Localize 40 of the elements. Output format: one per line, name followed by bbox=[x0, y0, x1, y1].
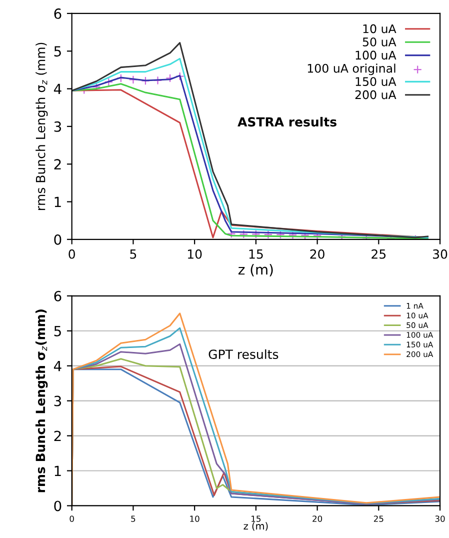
legend-label: 150 uA bbox=[356, 77, 396, 86]
y-tick-label: 1 bbox=[54, 466, 61, 476]
x-tick-label: 15 bbox=[249, 250, 263, 259]
legend-label: 50 uA bbox=[362, 37, 396, 46]
y-tick-label: 2 bbox=[54, 159, 61, 170]
x-tick-label: 30 bbox=[433, 249, 448, 259]
x-tick-label: 20 bbox=[312, 516, 322, 522]
x-tick-label: 0 bbox=[68, 249, 75, 259]
x-tick-label: 0 bbox=[70, 516, 74, 522]
x-tick-label: 15 bbox=[252, 516, 261, 522]
y-tick-label: 0 bbox=[54, 500, 62, 512]
y-tick-label: 6 bbox=[54, 290, 62, 302]
legend-label: 10 uA bbox=[363, 24, 396, 34]
y-tick-label: 3 bbox=[54, 121, 62, 132]
legend-label: 100 uA bbox=[356, 50, 396, 60]
y-tick-label: 6 bbox=[54, 8, 62, 19]
x-tick-label: 5 bbox=[130, 250, 136, 259]
y-tick-label: 2 bbox=[54, 430, 61, 442]
y-tick-label: 0 bbox=[54, 234, 62, 245]
x-tick-label: 25 bbox=[372, 249, 386, 259]
y-tick-label: 1 bbox=[54, 196, 61, 208]
legend-label: 100 uA original bbox=[308, 64, 396, 76]
x-axis-title: z (m) bbox=[244, 522, 268, 531]
x-tick-label: 5 bbox=[131, 516, 136, 522]
x-tick-label: 20 bbox=[310, 249, 324, 259]
x-tick-label: 30 bbox=[435, 516, 445, 522]
y-tick-label: 4 bbox=[54, 360, 62, 372]
y-tick-label: 5 bbox=[54, 326, 61, 336]
y-axis-title: rms Bunch Length σ$_{z}$(mm) bbox=[35, 310, 48, 492]
x-tick-label: 25 bbox=[374, 516, 384, 522]
legend-label: 200 uA bbox=[355, 90, 396, 100]
annotation: GPT results bbox=[208, 349, 278, 360]
y-tick-label: 5 bbox=[54, 46, 61, 57]
annotation: ASTRA results bbox=[238, 116, 336, 127]
x-tick-label: 10 bbox=[188, 249, 202, 259]
y-tick-label: 3 bbox=[54, 396, 62, 406]
x-axis-title: z (m) bbox=[238, 264, 273, 276]
y-axis-title: rms Bunch Length σ$_{z}$ (mm) bbox=[36, 42, 48, 210]
y-tick-label: 4 bbox=[54, 84, 62, 94]
x-tick-label: 10 bbox=[190, 516, 200, 522]
